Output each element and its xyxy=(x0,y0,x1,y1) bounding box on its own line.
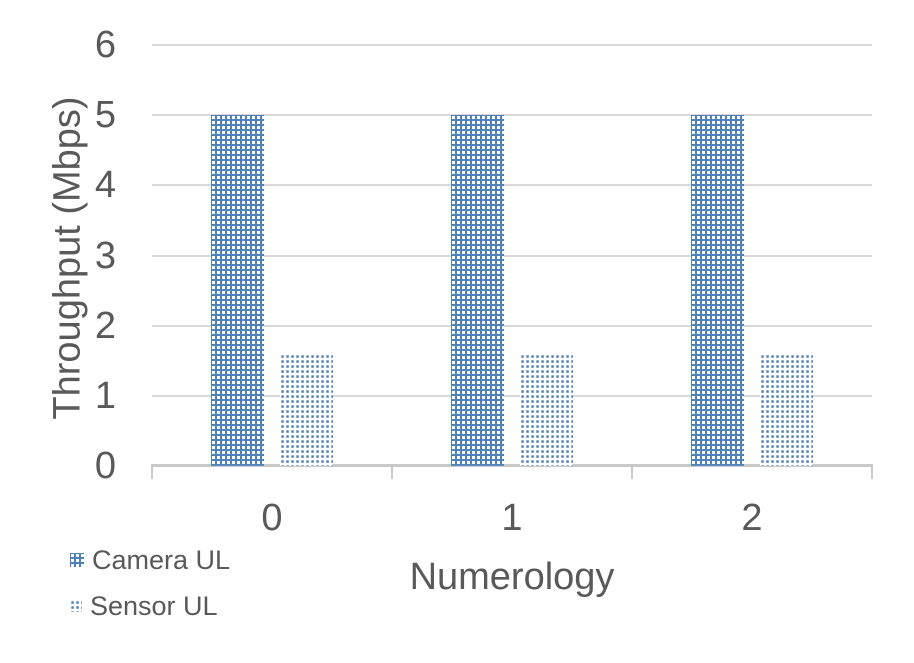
bar-sensor-ul-numerology-0 xyxy=(280,353,333,466)
x-axis-tick-0 xyxy=(151,464,153,479)
legend-item-sensor-ul: Sensor UL xyxy=(70,591,230,621)
x-tick-label-1: 1 xyxy=(501,497,523,539)
y-tick-label-4: 4 xyxy=(94,164,116,207)
x-axis-line xyxy=(151,464,873,467)
x-tick-label-0: 0 xyxy=(261,497,283,539)
gridline-y-6 xyxy=(152,44,872,46)
y-tick-label-6: 6 xyxy=(94,24,116,66)
x-axis-tick-1 xyxy=(391,464,393,479)
x-axis-tick-3 xyxy=(871,464,873,479)
gridline-y-5 xyxy=(152,114,872,117)
gridline-y-2 xyxy=(152,324,872,327)
gridline-y-1 xyxy=(152,394,872,397)
bar-camera-ul-numerology-1 xyxy=(451,115,504,466)
legend-label-camera-ul: Camera UL xyxy=(92,545,231,575)
legend: Camera UL Sensor UL xyxy=(70,545,230,621)
category-2 xyxy=(632,45,872,466)
y-tick-label-5: 5 xyxy=(94,94,116,137)
y-tick-label-0: 0 xyxy=(94,445,116,487)
gridline-y-3 xyxy=(152,254,872,257)
bar-camera-ul-numerology-0 xyxy=(211,115,264,466)
legend-item-camera-ul: Camera UL xyxy=(70,545,230,575)
category-1 xyxy=(392,45,632,466)
sensor-ul-legend-marker-icon xyxy=(70,600,82,612)
bars-container xyxy=(152,45,872,466)
y-tick-label-2: 2 xyxy=(94,304,116,347)
x-axis-tick-2 xyxy=(631,464,633,479)
y-tick-label-1: 1 xyxy=(94,374,116,417)
x-axis-title: Numerology xyxy=(409,556,615,598)
bar-sensor-ul-numerology-1 xyxy=(520,353,573,466)
camera-ul-legend-marker-icon xyxy=(70,553,84,567)
x-tick-label-2: 2 xyxy=(741,497,763,539)
bar-sensor-ul-numerology-2 xyxy=(760,353,813,466)
bar-camera-ul-numerology-2 xyxy=(691,115,744,466)
gridline-y-4 xyxy=(152,184,872,187)
plot-area xyxy=(152,44,872,466)
y-tick-label-3: 3 xyxy=(94,234,116,277)
category-0 xyxy=(152,45,392,466)
legend-label-sensor-ul: Sensor UL xyxy=(90,591,218,621)
